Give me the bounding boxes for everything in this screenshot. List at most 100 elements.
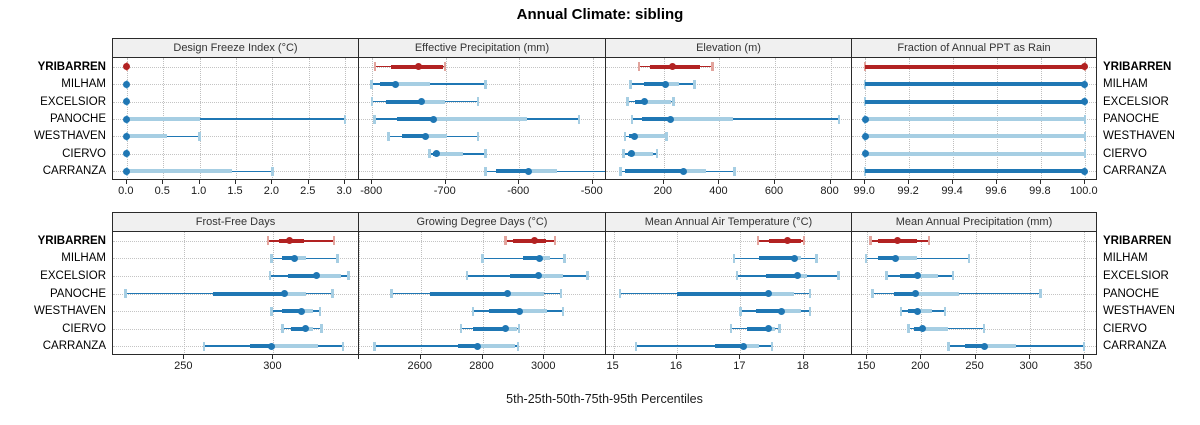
axis-tick-label: 600 bbox=[764, 185, 784, 197]
axis-tick-label: 99.0 bbox=[853, 185, 875, 197]
cap-5th bbox=[907, 324, 910, 334]
cap-5th bbox=[739, 306, 742, 316]
h-gridline bbox=[113, 66, 358, 68]
axis-tick bbox=[1039, 180, 1041, 184]
cap-95th bbox=[982, 324, 986, 334]
median-dot bbox=[913, 307, 921, 315]
axis-tick bbox=[419, 355, 421, 359]
cap-95th bbox=[808, 289, 812, 298]
iqr-50-75 bbox=[301, 309, 313, 314]
h-gridline bbox=[606, 153, 851, 155]
axis-tick-label: 150 bbox=[856, 360, 876, 372]
axis-tick bbox=[518, 180, 520, 184]
cap-5th bbox=[637, 62, 641, 72]
median-dot bbox=[415, 63, 423, 71]
axis-tick bbox=[481, 355, 483, 359]
station-label-left-panoche: PANOCHE bbox=[49, 287, 106, 300]
cap-5th bbox=[471, 306, 475, 316]
axis-tick-label: -700 bbox=[433, 185, 456, 197]
axis-tick-label: 16 bbox=[669, 360, 683, 372]
iqr-25-50 bbox=[488, 309, 520, 314]
median-dot bbox=[918, 325, 926, 333]
iqr-50-75 bbox=[865, 134, 1085, 139]
axis-tick bbox=[739, 355, 741, 359]
axis-tick bbox=[829, 180, 831, 184]
axis-tick-label: 0.5 bbox=[154, 185, 170, 197]
iqr-50-75 bbox=[425, 134, 448, 139]
axis-tick bbox=[344, 180, 346, 184]
cap-5th bbox=[622, 149, 625, 159]
axis-tick-label: -500 bbox=[580, 185, 603, 197]
iqr-25-50 bbox=[908, 309, 917, 314]
axis-tick bbox=[444, 180, 446, 184]
median-dot bbox=[298, 307, 306, 315]
median-dot bbox=[1081, 98, 1089, 106]
axis-tick-label: 17 bbox=[733, 360, 746, 372]
cap-5th bbox=[428, 149, 431, 159]
axis-tick-label: 0.0 bbox=[118, 185, 134, 197]
iqr-25-50 bbox=[287, 273, 317, 278]
axis-tick-label: 15 bbox=[606, 360, 619, 372]
cap-5th bbox=[618, 289, 622, 298]
cap-95th bbox=[1039, 289, 1042, 298]
iqr-25-50 bbox=[641, 117, 671, 121]
h-gridline bbox=[606, 311, 851, 313]
iqr-50-75 bbox=[670, 117, 734, 121]
iqr-25-50 bbox=[894, 291, 916, 296]
h-gridline bbox=[113, 275, 358, 277]
h-gridline bbox=[852, 311, 1096, 313]
h-gridline bbox=[359, 136, 605, 138]
iqr-25-50 bbox=[457, 344, 478, 349]
axis-tick bbox=[307, 180, 309, 184]
h-gridline bbox=[113, 311, 358, 313]
cap-5th bbox=[756, 236, 760, 246]
cap-5th bbox=[947, 341, 950, 351]
iqr-50-75 bbox=[768, 291, 795, 296]
median-dot bbox=[765, 290, 773, 297]
cap-95th bbox=[341, 341, 345, 351]
cap-5th bbox=[373, 341, 376, 351]
cap-95th bbox=[331, 289, 334, 298]
axis-tick-label: 99.2 bbox=[897, 185, 919, 197]
median-dot bbox=[790, 254, 798, 262]
cap-95th bbox=[693, 79, 696, 89]
axis-tick bbox=[952, 180, 954, 184]
axis-tick bbox=[864, 180, 866, 184]
axis-tick bbox=[591, 180, 593, 184]
v-gridline bbox=[613, 232, 615, 354]
cap-95th bbox=[927, 236, 931, 246]
axis-tick-label: 2600 bbox=[407, 360, 432, 372]
axis-tick-label: 300 bbox=[263, 360, 282, 372]
cap-95th bbox=[672, 97, 675, 107]
median-dot bbox=[422, 132, 430, 140]
axis-tick-label: 2.0 bbox=[263, 185, 280, 197]
iqr-25-50 bbox=[964, 344, 985, 349]
h-gridline bbox=[359, 171, 605, 173]
cap-5th bbox=[634, 341, 638, 351]
cap-5th bbox=[266, 236, 270, 246]
station-label-right-excelsior: EXCELSIOR bbox=[1103, 269, 1169, 282]
axis-tick bbox=[235, 180, 236, 184]
median-dot bbox=[1081, 80, 1089, 88]
station-label-left-panoche: PANOCHE bbox=[49, 113, 106, 125]
median-dot bbox=[474, 342, 482, 350]
cap-95th bbox=[577, 114, 581, 124]
station-label-right-carranza: CARRANZA bbox=[1103, 340, 1167, 353]
iqr-25-50 bbox=[250, 344, 272, 349]
axis-tick-label: 99.6 bbox=[985, 185, 1007, 197]
station-label-right-westhaven: WESTHAVEN bbox=[1103, 305, 1175, 318]
strip-elevation-m: Elevation (m) bbox=[605, 38, 851, 58]
h-gridline bbox=[852, 240, 1096, 242]
median-dot bbox=[740, 342, 748, 350]
strip-mean-annual-air-temperature-c: Mean Annual Air Temperature (°C) bbox=[605, 212, 851, 232]
iqr-25-50 bbox=[715, 344, 744, 349]
iqr-50-75 bbox=[743, 344, 760, 349]
station-label-right-milham: MILHAM bbox=[1103, 252, 1148, 265]
cap-95th bbox=[837, 114, 841, 124]
v-gridline bbox=[592, 58, 594, 179]
cap-95th bbox=[665, 131, 668, 141]
axis-tick bbox=[198, 180, 200, 184]
iqr-25-75 bbox=[865, 64, 1085, 69]
median-dot bbox=[536, 254, 544, 262]
axis-tick bbox=[272, 355, 274, 359]
